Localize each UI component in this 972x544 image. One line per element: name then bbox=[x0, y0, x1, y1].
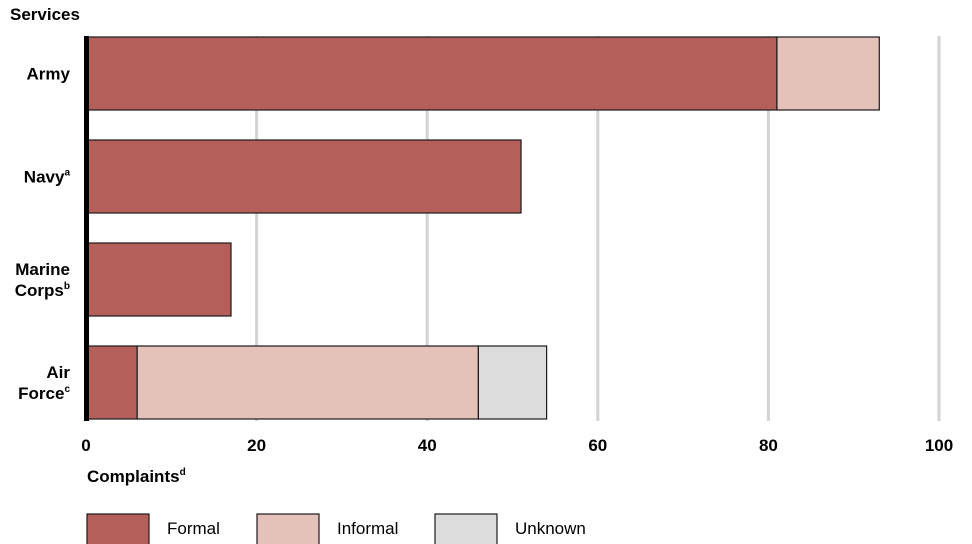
bar-formal-1 bbox=[85, 139, 522, 214]
category-label-2-1: Corpsb bbox=[15, 281, 70, 300]
x-axis-title-text: Complaints bbox=[87, 467, 180, 486]
y-axis-line bbox=[84, 36, 89, 421]
category-label-1-0: Navya bbox=[24, 168, 71, 187]
category-label-3-0: Air bbox=[46, 363, 70, 382]
x-axis-title-superscript: d bbox=[180, 467, 186, 478]
legend-label-informal: Informal bbox=[337, 519, 398, 538]
bar-unknown-3 bbox=[477, 345, 548, 420]
x-tick-label-100: 100 bbox=[925, 436, 953, 455]
legend: Formal Informal Unknown bbox=[86, 513, 586, 544]
bar-informal-3 bbox=[136, 345, 479, 420]
x-tick-label-40: 40 bbox=[418, 436, 437, 455]
category-labels: Army Navya Marine Corpsb Air Forcec bbox=[15, 65, 71, 404]
x-tick-label-80: 80 bbox=[759, 436, 778, 455]
bar-formal-0 bbox=[85, 36, 778, 111]
bar-formal-2 bbox=[85, 242, 232, 317]
x-axis-title: Complaintsd bbox=[87, 467, 186, 486]
x-tick-label-20: 20 bbox=[247, 436, 266, 455]
x-tick-label-60: 60 bbox=[588, 436, 607, 455]
category-label-0-0: Army bbox=[27, 65, 71, 84]
x-tick-label-0: 0 bbox=[81, 436, 90, 455]
legend-swatch-informal bbox=[256, 513, 320, 544]
legend-swatch-formal bbox=[86, 513, 150, 544]
legend-label-formal: Formal bbox=[167, 519, 220, 538]
legend-label-unknown: Unknown bbox=[515, 519, 586, 538]
category-label-3-1: Forcec bbox=[18, 384, 70, 403]
legend-swatch-unknown bbox=[434, 513, 498, 544]
bar-informal-0 bbox=[776, 36, 880, 111]
bars bbox=[85, 36, 880, 420]
bar-formal-3 bbox=[85, 345, 138, 420]
category-label-2-0: Marine bbox=[15, 260, 70, 279]
x-tick-labels: 0 20 40 60 80 100 bbox=[81, 436, 953, 455]
y-axis-title: Services bbox=[10, 5, 80, 24]
